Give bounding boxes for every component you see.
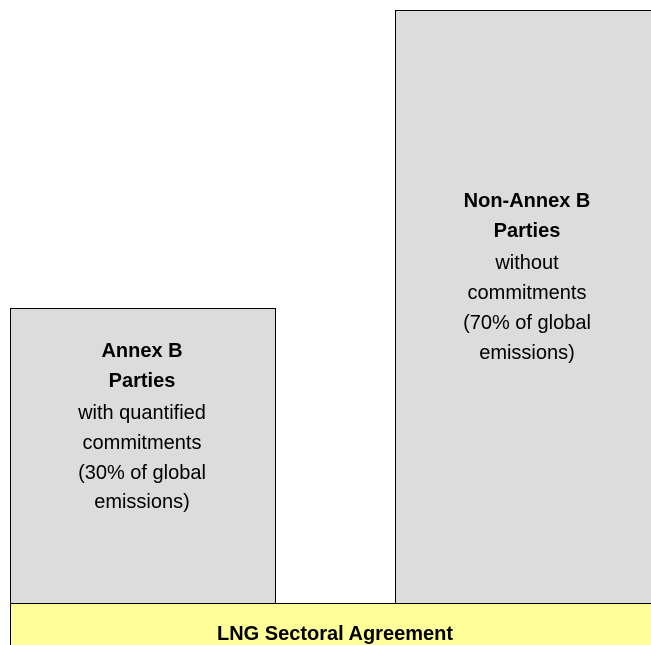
agreement-label: LNG Sectoral Agreement	[217, 623, 453, 645]
box-description: (70% of global	[463, 312, 591, 334]
box-description: emissions)	[94, 491, 190, 513]
annex-b-box	[10, 308, 276, 609]
box-description: commitments	[468, 282, 587, 304]
box-title: Parties	[494, 220, 561, 242]
agreement-bar	[10, 603, 651, 645]
non-annex-b-box	[395, 10, 651, 609]
box-description: commitments	[83, 432, 202, 454]
box-title: Parties	[109, 370, 176, 392]
box-description: emissions)	[479, 342, 575, 364]
box-description: without	[494, 252, 559, 274]
box-description: (30% of global	[78, 462, 206, 484]
box-title: Non-Annex B	[464, 190, 591, 212]
box-description: with quantified	[77, 402, 206, 424]
box-title: Annex B	[101, 340, 182, 362]
